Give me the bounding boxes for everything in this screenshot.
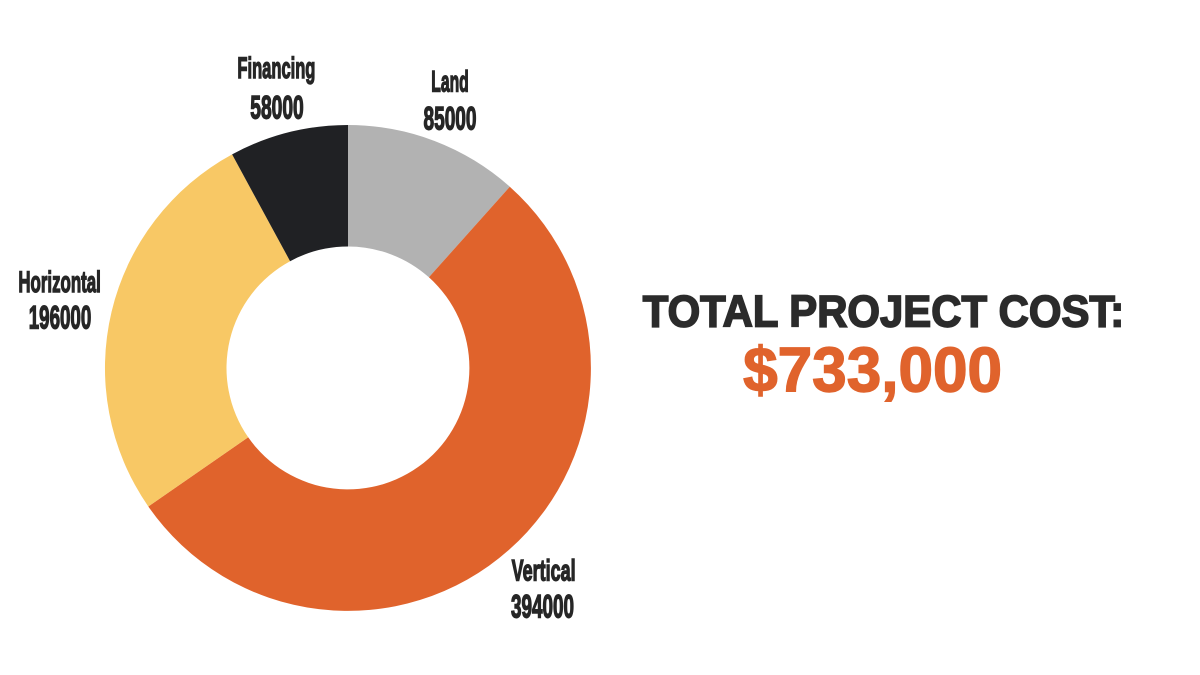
svg-text:TOTAL PROJECT COST:: TOTAL PROJECT COST:	[643, 285, 1125, 336]
svg-text:Vertical: Vertical	[512, 555, 576, 588]
svg-text:85000: 85000	[424, 100, 477, 136]
svg-text:196000: 196000	[29, 300, 92, 336]
svg-text:Financing: Financing	[237, 52, 315, 85]
svg-text:58000: 58000	[250, 90, 304, 126]
svg-text:394000: 394000	[511, 588, 574, 624]
svg-text:$733,000: $733,000	[743, 335, 1002, 405]
svg-text:Land: Land	[431, 65, 469, 98]
svg-text:Horizontal: Horizontal	[18, 266, 101, 299]
